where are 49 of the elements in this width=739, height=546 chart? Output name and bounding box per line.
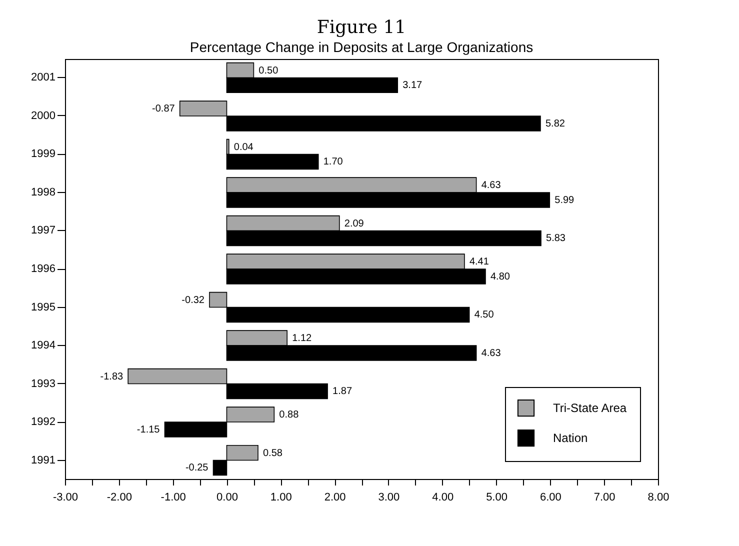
x-tick-label: -2.00 bbox=[106, 492, 132, 504]
legend-label: Nation bbox=[553, 431, 588, 445]
data-label: 5.83 bbox=[546, 233, 566, 244]
x-tick-label: -3.00 bbox=[52, 492, 78, 504]
y-tick-label: 1995 bbox=[31, 301, 56, 314]
data-label: 4.63 bbox=[481, 180, 502, 192]
y-tick-label: 1993 bbox=[31, 378, 56, 390]
y-tick-label: 1994 bbox=[31, 340, 56, 352]
data-label: 1.87 bbox=[332, 386, 352, 398]
x-tick-label: 8.00 bbox=[648, 492, 670, 504]
x-tick-label: 2.00 bbox=[324, 492, 346, 504]
x-tick-label: 5.00 bbox=[486, 492, 508, 504]
data-label: 0.88 bbox=[279, 410, 300, 421]
data-label: -0.87 bbox=[152, 104, 176, 115]
chart-subtitle: Percentage Change in Deposits at Large Organizations bbox=[190, 39, 534, 55]
data-label: 2.09 bbox=[344, 218, 364, 230]
y-tick-label: 1991 bbox=[31, 454, 56, 466]
data-label: 0.50 bbox=[258, 65, 279, 76]
data-label: -0.32 bbox=[182, 294, 205, 306]
x-tick-label: 4.00 bbox=[432, 492, 454, 504]
x-tick-label: 7.00 bbox=[594, 492, 616, 504]
y-tick-label: 1997 bbox=[31, 224, 56, 237]
data-label: -1.83 bbox=[100, 371, 124, 382]
data-label: -1.15 bbox=[136, 424, 160, 436]
data-label: 4.63 bbox=[481, 348, 502, 359]
y-tick-label: 2000 bbox=[31, 110, 56, 122]
data-label: 4.41 bbox=[469, 256, 490, 268]
y-tick-label: 1998 bbox=[31, 186, 56, 198]
data-label: 4.50 bbox=[474, 310, 494, 321]
x-tick-label: 3.00 bbox=[378, 492, 400, 504]
y-tick-label: 1996 bbox=[31, 263, 56, 275]
legend-label: Tri-State Area bbox=[553, 401, 627, 415]
y-tick-label: 1999 bbox=[31, 148, 56, 160]
y-tick-label: 2001 bbox=[31, 72, 56, 84]
data-label: 1.12 bbox=[292, 333, 312, 344]
data-label: 5.99 bbox=[554, 194, 575, 206]
data-label: 5.82 bbox=[545, 118, 566, 130]
x-tick-label: 6.00 bbox=[540, 492, 562, 504]
data-label: 0.04 bbox=[234, 142, 254, 153]
data-label: 4.80 bbox=[490, 271, 510, 282]
data-label: 1.70 bbox=[323, 156, 344, 168]
x-tick-label: 0.00 bbox=[216, 492, 238, 504]
x-tick-label: 1.00 bbox=[270, 492, 292, 504]
chart-title: Figure 11 bbox=[316, 17, 406, 38]
x-tick-label: -1.00 bbox=[160, 492, 186, 504]
data-label: 3.17 bbox=[402, 80, 423, 92]
data-label: -0.25 bbox=[185, 462, 209, 474]
y-tick-label: 1992 bbox=[31, 416, 56, 428]
data-label: 0.58 bbox=[262, 448, 283, 459]
